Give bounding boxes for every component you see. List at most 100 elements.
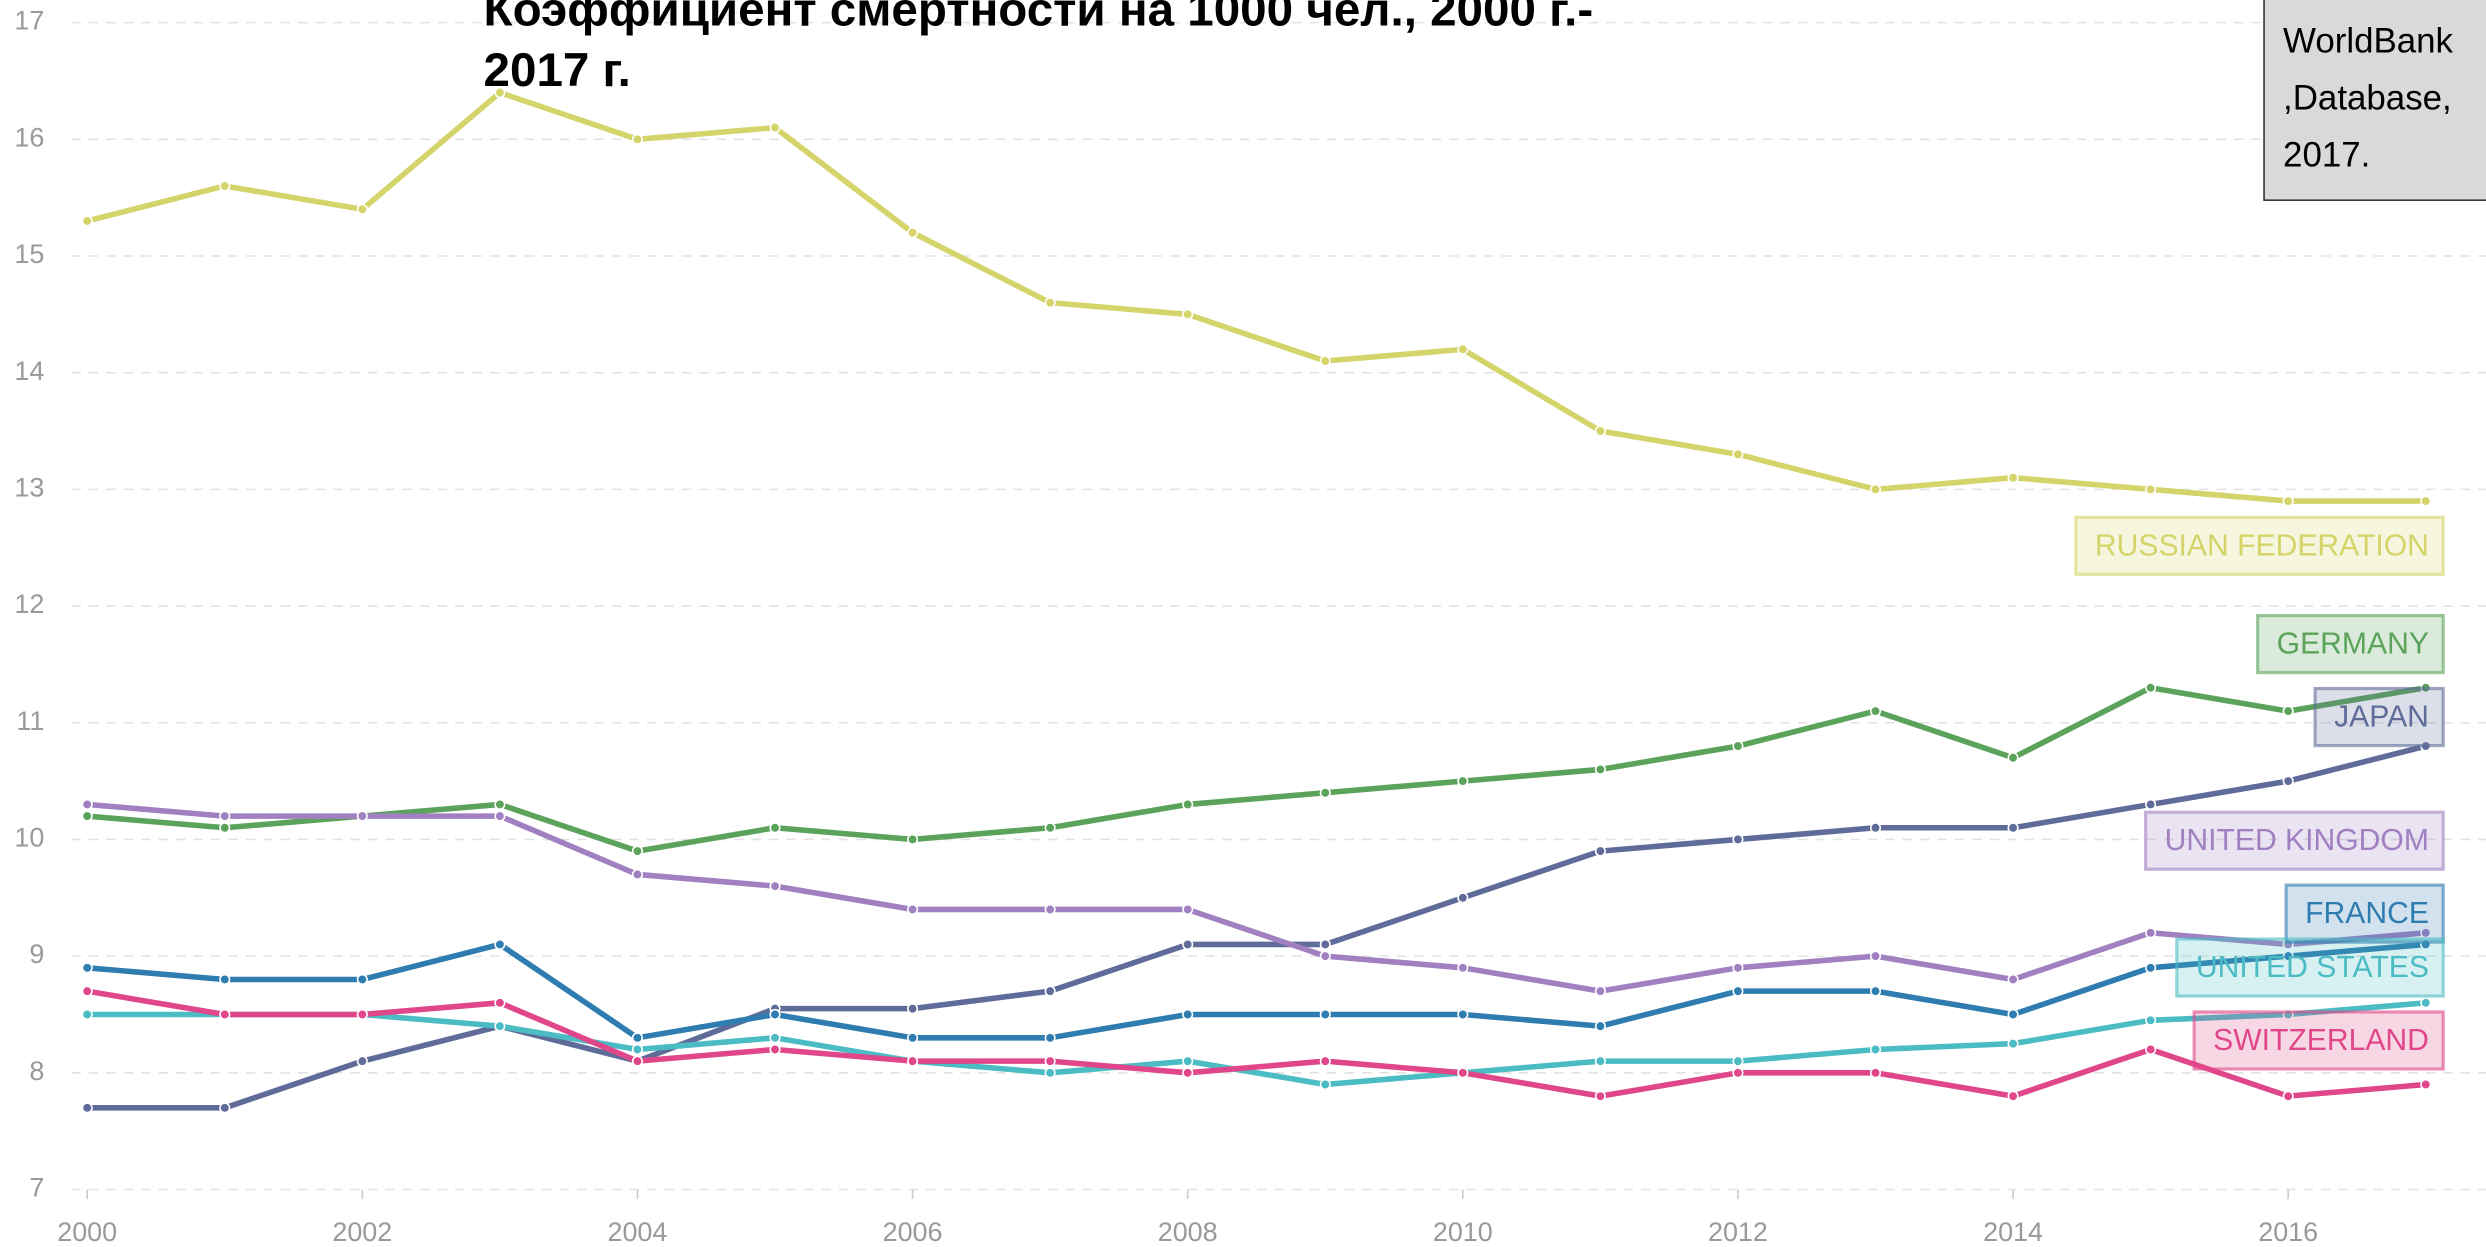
point bbox=[2145, 962, 2157, 974]
point bbox=[81, 215, 93, 227]
point bbox=[219, 180, 231, 192]
lines bbox=[81, 87, 2432, 1114]
series-line bbox=[86, 684, 2427, 854]
point bbox=[769, 122, 781, 134]
point bbox=[2282, 775, 2294, 787]
y-tick-label: 17 bbox=[14, 6, 44, 36]
point bbox=[1044, 822, 1056, 834]
point bbox=[907, 1055, 919, 1067]
point bbox=[769, 822, 781, 834]
legend-label: FRANCE bbox=[2305, 897, 2429, 930]
point bbox=[494, 798, 506, 810]
point bbox=[1869, 705, 1882, 717]
point bbox=[769, 880, 781, 892]
point bbox=[2007, 752, 2019, 764]
point bbox=[2145, 682, 2157, 694]
point bbox=[219, 822, 231, 834]
point bbox=[1732, 1055, 1744, 1067]
point bbox=[1319, 950, 1331, 962]
y-tick-label: 11 bbox=[16, 706, 44, 736]
x-tick-label: 2008 bbox=[1158, 1217, 1218, 1247]
point bbox=[631, 1043, 643, 1056]
labels: RUSSIAN FEDERATION GERMANY JAPAN UNITED KIN… bbox=[2074, 515, 2445, 1071]
x-tick-label: 2004 bbox=[607, 1217, 667, 1247]
point bbox=[356, 973, 368, 986]
source-text: WorldBank bbox=[2283, 21, 2453, 60]
point bbox=[2145, 483, 2157, 495]
y-tick-label: 16 bbox=[14, 122, 44, 152]
legend-label: SWITZERLAND bbox=[2213, 1024, 2429, 1057]
point bbox=[356, 1008, 368, 1021]
point bbox=[769, 1043, 781, 1056]
point bbox=[2282, 1090, 2294, 1102]
point bbox=[494, 87, 506, 99]
point bbox=[1457, 1067, 1469, 1079]
point bbox=[356, 1055, 368, 1067]
series-line bbox=[86, 801, 2426, 994]
point bbox=[1732, 740, 1744, 752]
x-tick-label: 2012 bbox=[1708, 1217, 1768, 1247]
point bbox=[81, 798, 93, 810]
point bbox=[1732, 1067, 1744, 1079]
point bbox=[219, 1008, 231, 1021]
point bbox=[2007, 1038, 2019, 1050]
point bbox=[1869, 483, 1882, 495]
y-tick-label: 14 bbox=[14, 356, 44, 386]
point bbox=[1594, 985, 1606, 997]
source-box bbox=[2263, 0, 2486, 201]
point bbox=[907, 227, 919, 239]
point bbox=[1594, 1055, 1606, 1067]
point bbox=[494, 810, 506, 822]
point bbox=[1319, 1078, 1331, 1091]
chart-title: Коэффициент смертности на 1000 чел., 200… bbox=[484, 0, 1594, 37]
point bbox=[1044, 985, 1056, 997]
point bbox=[1594, 1020, 1606, 1032]
series-line bbox=[86, 988, 2426, 1099]
point bbox=[2007, 1008, 2019, 1021]
point bbox=[1869, 822, 1882, 834]
point bbox=[1319, 1055, 1331, 1067]
point bbox=[907, 833, 919, 845]
legend-box bbox=[2175, 937, 2445, 998]
point bbox=[356, 203, 368, 215]
point bbox=[1182, 938, 1194, 951]
series-line bbox=[86, 89, 2426, 504]
point bbox=[2145, 1043, 2157, 1056]
point bbox=[1869, 1043, 1882, 1056]
point bbox=[1044, 1067, 1056, 1079]
point bbox=[219, 810, 231, 822]
point bbox=[219, 1102, 231, 1114]
point bbox=[907, 1003, 919, 1015]
point bbox=[769, 1032, 781, 1044]
point bbox=[631, 133, 643, 145]
point bbox=[1594, 763, 1606, 775]
point bbox=[2145, 1014, 2157, 1026]
legend-box bbox=[2256, 613, 2445, 675]
legend-box bbox=[2074, 515, 2445, 576]
point bbox=[2420, 1078, 2432, 1091]
point bbox=[81, 985, 93, 997]
point bbox=[2282, 950, 2294, 962]
legend-box bbox=[2313, 686, 2445, 748]
point bbox=[769, 1008, 781, 1021]
y-tick-label: 12 bbox=[14, 589, 44, 619]
point bbox=[631, 1032, 643, 1044]
point bbox=[1594, 845, 1606, 857]
point bbox=[494, 997, 506, 1009]
x-tick-label: 2000 bbox=[57, 1217, 117, 1247]
point bbox=[2145, 927, 2157, 939]
point bbox=[2145, 798, 2157, 810]
point bbox=[81, 962, 93, 974]
y-tick-label: 8 bbox=[29, 1056, 44, 1086]
point bbox=[1182, 1055, 1194, 1067]
point bbox=[1182, 1067, 1194, 1079]
point bbox=[1182, 798, 1194, 810]
point bbox=[1869, 950, 1882, 962]
y-tick-label: 9 bbox=[29, 939, 44, 969]
point bbox=[1182, 308, 1194, 320]
point bbox=[1044, 1032, 1056, 1044]
x-tick-label: 2016 bbox=[2258, 1217, 2318, 1247]
chart-title: 2017 г. bbox=[484, 44, 631, 97]
